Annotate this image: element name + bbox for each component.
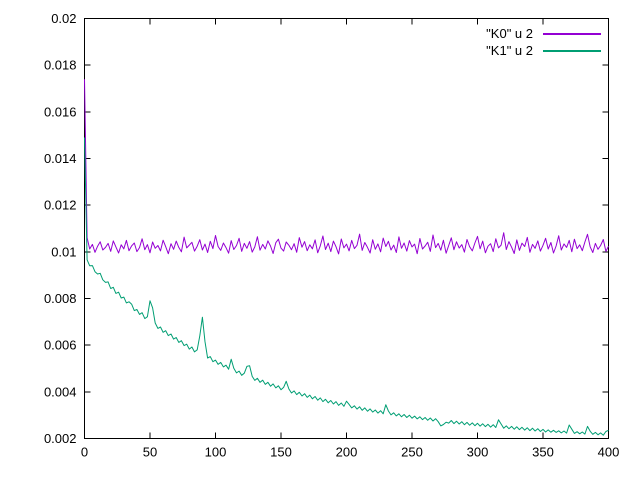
- legend-entry-k1: "K1" u 2: [486, 42, 601, 59]
- x-tick-label: 200: [336, 445, 358, 460]
- x-tick-label: 0: [81, 445, 88, 460]
- plot-border: [84, 18, 609, 439]
- x-tick-label: 300: [467, 445, 489, 460]
- y-tick-label: 0.008: [44, 291, 77, 306]
- x-tick-label: 400: [598, 445, 620, 460]
- y-tick-label: 0.02: [51, 11, 76, 26]
- y-tick-label: 0.004: [44, 384, 77, 399]
- legend-entry-k0: "K0" u 2: [486, 25, 601, 42]
- y-tick-label: 0.01: [51, 244, 76, 259]
- x-tick-label: 350: [532, 445, 554, 460]
- y-tick-label: 0.016: [44, 104, 77, 119]
- x-tick-label: 50: [143, 445, 157, 460]
- y-tick-label: 0.018: [44, 58, 77, 73]
- y-tick-label: 0.012: [44, 198, 77, 213]
- x-tick-label: 150: [270, 445, 292, 460]
- legend-label-k1: "K1" u 2: [486, 43, 533, 58]
- legend-line-sample-k0: [543, 32, 601, 35]
- x-tick-label: 100: [205, 445, 227, 460]
- series-line-k0: [84, 79, 609, 255]
- legend: "K0" u 2 "K1" u 2: [486, 25, 601, 59]
- legend-label-k0: "K0" u 2: [486, 26, 533, 41]
- x-tick-label: 250: [401, 445, 423, 460]
- series-line-k1: [84, 137, 609, 436]
- y-tick-label: 0.002: [44, 431, 77, 446]
- legend-line-sample-k1: [543, 49, 601, 52]
- y-tick-label: 0.006: [44, 338, 77, 353]
- y-tick-label: 0.014: [44, 151, 77, 166]
